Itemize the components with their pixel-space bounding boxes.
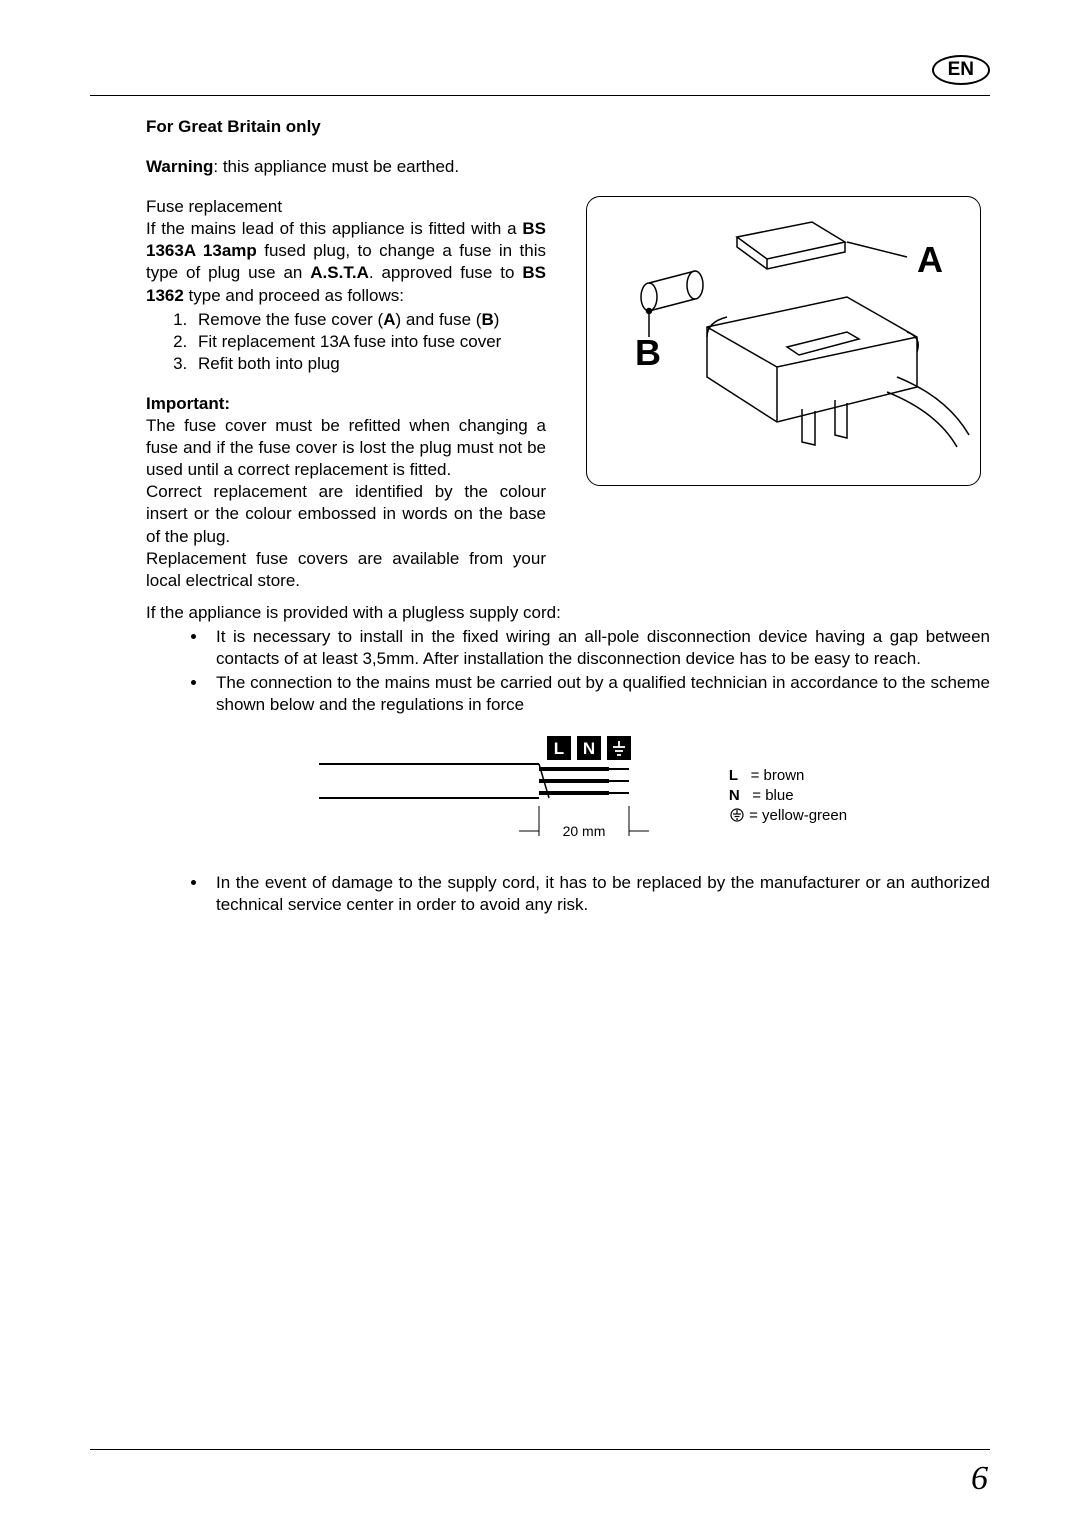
important-p1: The fuse cover must be refitted when cha… — [146, 415, 546, 481]
wiring-legend: L = brown N = blue = yellow-green — [729, 766, 847, 827]
terminal-n: N — [583, 739, 595, 758]
language-badge: EN — [932, 55, 990, 85]
warning-line: Warning: this appliance must be earthed. — [146, 156, 990, 178]
wiring-svg: L N 20 mm — [289, 736, 709, 856]
section-title: For Great Britain only — [146, 116, 990, 138]
fuse-paragraph: If the mains lead of this appliance is f… — [146, 218, 546, 306]
page-number: 6 — [971, 1460, 988, 1498]
step-3: Refit both into plug — [192, 353, 546, 375]
steps-list: Remove the fuse cover (A) and fuse (B) F… — [192, 309, 546, 375]
bullet-3: In the event of damage to the supply cor… — [208, 872, 990, 916]
bullet-list: It is necessary to install in the fixed … — [208, 626, 990, 716]
step-1: Remove the fuse cover (A) and fuse (B) — [192, 309, 546, 331]
step-2: Fit replacement 13A fuse into fuse cover — [192, 331, 546, 353]
main-content: For Great Britain only Warning: this app… — [90, 116, 990, 916]
bullet-list-2: In the event of damage to the supply cor… — [208, 872, 990, 916]
terminal-l: L — [554, 739, 564, 758]
fuse-heading: Fuse replacement — [146, 196, 546, 218]
plug-svg: A B — [587, 197, 982, 487]
warning-label: Warning — [146, 157, 213, 176]
earth-icon — [729, 808, 745, 822]
wiring-diagram-row: L N 20 mm L = brown N = blue — [146, 736, 990, 856]
legend-n-val: = blue — [748, 787, 793, 804]
diagram-label-b: B — [635, 332, 661, 373]
bullet-2: The connection to the mains must be carr… — [208, 672, 990, 716]
important-p3: Replacement fuse covers are available fr… — [146, 548, 546, 592]
important-label: Important: — [146, 393, 546, 415]
right-column: A B — [558, 196, 990, 486]
top-rule — [90, 95, 990, 96]
left-column: Fuse replacement If the mains lead of th… — [146, 196, 546, 592]
bullet-1: It is necessary to install in the fixed … — [208, 626, 990, 670]
plug-diagram: A B — [586, 196, 981, 486]
important-p2: Correct replacement are identified by th… — [146, 481, 546, 547]
legend-l-label: L — [729, 767, 738, 784]
legend-l-val: = brown — [746, 767, 804, 784]
legend-n-label: N — [729, 787, 740, 804]
bottom-rule — [90, 1449, 990, 1450]
wiring-dim-label: 20 mm — [563, 823, 606, 839]
diagram-label-a: A — [917, 239, 943, 280]
plugless-intro: If the appliance is provided with a plug… — [146, 602, 990, 624]
legend-e-val: = yellow-green — [749, 807, 847, 824]
warning-text: : this appliance must be earthed. — [213, 157, 459, 176]
